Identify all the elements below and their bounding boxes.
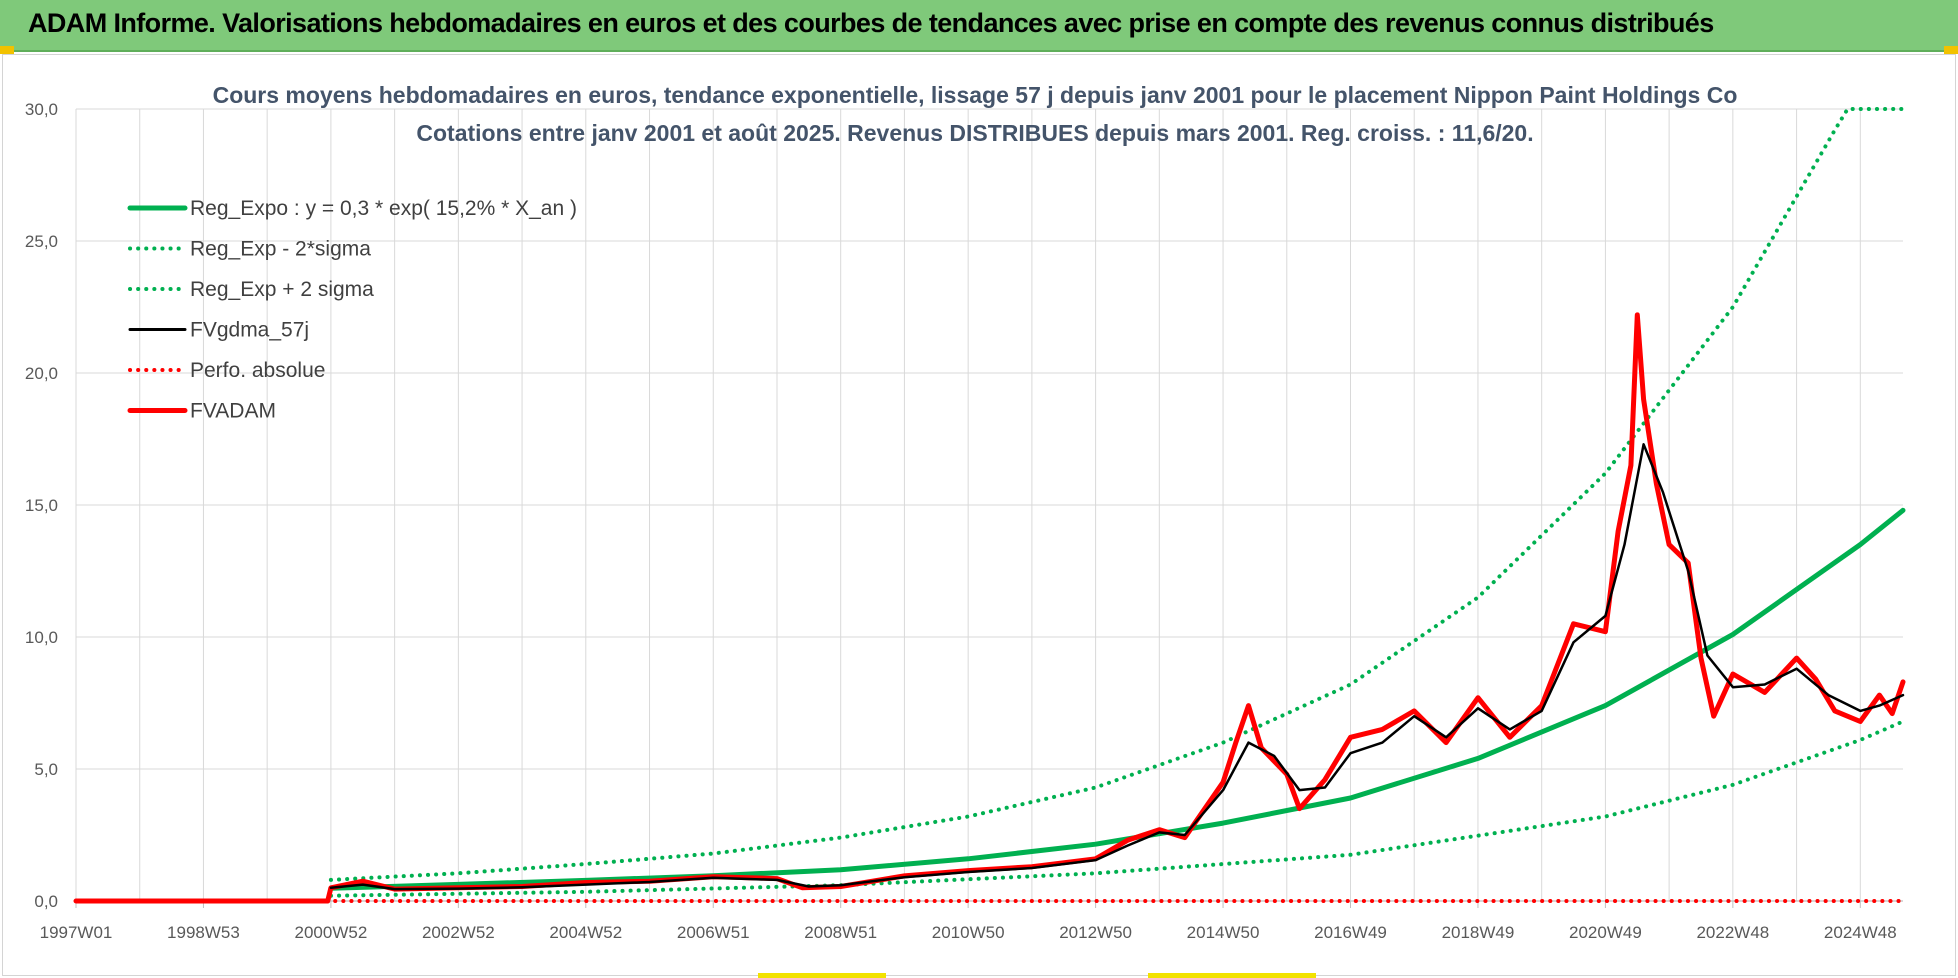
legend: Reg_Expo : y = 0,3 * exp( 15,2% * X_an )… [127, 197, 577, 423]
series-line-2 [328, 107, 1905, 882]
x-tick-label: 2018W49 [1442, 923, 1515, 942]
report-header: ADAM Informe. Valorisations hebdomadaire… [0, 0, 1958, 52]
bottom-mark-1 [758, 973, 886, 978]
x-tick-label: 2022W48 [1696, 923, 1769, 942]
legend-label: FVgdma_57j [190, 319, 309, 342]
series-line-0 [328, 507, 1906, 891]
x-tick-label: 2020W49 [1569, 923, 1642, 942]
x-tick-label: 2024W48 [1824, 923, 1897, 942]
x-tick-label: 2004W52 [549, 923, 622, 942]
x-tick-label: 1997W01 [40, 923, 113, 942]
chart-frame [2, 54, 1956, 976]
y-tick-label: 20,0 [25, 364, 58, 383]
x-tick-label: 2012W50 [1059, 923, 1132, 942]
corner-mark-left [0, 46, 14, 54]
series-line-5 [73, 312, 1906, 904]
x-tick-label: 2016W49 [1314, 923, 1387, 942]
x-tick-label: 2010W50 [932, 923, 1005, 942]
chart-title-line1: Cours moyens hebdomadaires en euros, ten… [213, 82, 1738, 108]
legend-label: Reg_Exp + 2 sigma [190, 278, 374, 301]
gridlines [75, 108, 1903, 902]
legend-label: FVADAM [190, 400, 276, 423]
legend-label: Perfo. absolue [190, 359, 325, 382]
legend-label: Reg_Expo : y = 0,3 * exp( 15,2% * X_an ) [190, 197, 577, 220]
y-tick-label: 15,0 [25, 496, 58, 515]
x-tick-label: 1998W53 [167, 923, 240, 942]
chart-title-line2: Cotations entre janv 2001 et août 2025. … [416, 120, 1533, 146]
chart-title: Cours moyens hebdomadaires en euros, ten… [213, 82, 1738, 146]
series [73, 107, 1906, 904]
axes: 0,0 5,0 10,0 15,0 20,0 25,0 30,0 1997W01 1998W53… [25, 100, 1903, 942]
corner-mark-right [1944, 46, 1958, 54]
x-tick-label: 2008W51 [804, 923, 877, 942]
y-tick-label: 30,0 [25, 100, 58, 119]
y-tick-label: 5,0 [34, 760, 58, 779]
report-title: ADAM Informe. Valorisations hebdomadaire… [28, 8, 1714, 38]
x-tick-label: 2002W52 [422, 923, 495, 942]
y-tick-label: 10,0 [25, 628, 58, 647]
x-tick-label: 2014W50 [1187, 923, 1260, 942]
series-line-3 [329, 443, 1905, 891]
bottom-mark-2 [1148, 973, 1316, 978]
x-tick-label: 2000W52 [295, 923, 368, 942]
legend-label: Reg_Exp - 2*sigma [190, 238, 371, 261]
series-line-1 [328, 719, 1905, 898]
y-tick-label: 25,0 [25, 232, 58, 251]
x-tick-label: 2006W51 [677, 923, 750, 942]
y-tick-label: 0,0 [34, 892, 58, 911]
